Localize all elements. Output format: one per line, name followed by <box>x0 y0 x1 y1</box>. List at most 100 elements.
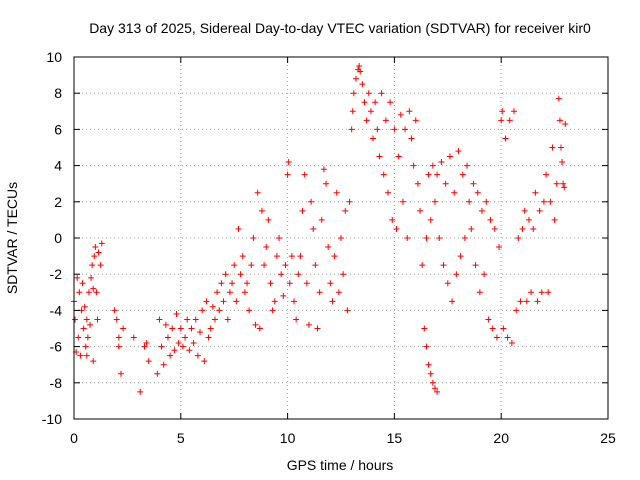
data-point <box>248 262 255 269</box>
data-point <box>305 321 312 328</box>
data-point <box>143 339 150 346</box>
data-point <box>376 153 383 160</box>
data-point <box>474 189 481 196</box>
data-point <box>318 216 325 223</box>
data-point <box>434 388 441 395</box>
data-point <box>532 189 539 196</box>
data-point <box>453 271 460 278</box>
data-point <box>517 298 524 305</box>
data-point <box>156 316 163 323</box>
data-point <box>536 207 543 214</box>
data-point <box>350 90 357 97</box>
data-point <box>459 171 466 178</box>
data-point <box>553 180 560 187</box>
data-point <box>504 334 511 341</box>
data-point <box>540 198 547 205</box>
data-point <box>246 307 253 314</box>
data-point <box>188 325 195 332</box>
data-point <box>551 216 558 223</box>
axis-ticks: 0 5 10 15 20 25 -10 -8 -6 -4 -2 0 2 4 6 8 10 <box>42 49 616 446</box>
data-point <box>427 370 434 377</box>
data-point <box>237 271 244 278</box>
data-point <box>182 334 189 341</box>
data-point <box>98 240 105 247</box>
y-tick-label: -4 <box>50 302 63 318</box>
data-point <box>406 108 413 115</box>
y-tick-label: -6 <box>50 339 63 355</box>
data-point <box>320 166 327 173</box>
data-point <box>534 298 541 305</box>
data-point <box>130 334 137 341</box>
data-point <box>113 316 120 323</box>
data-point <box>325 244 332 251</box>
data-point <box>384 189 391 196</box>
data-point <box>327 280 334 287</box>
data-point <box>549 144 556 151</box>
data-point <box>284 171 291 178</box>
data-point <box>312 262 319 269</box>
data-point <box>561 184 568 191</box>
data-point <box>239 253 246 260</box>
data-point <box>346 198 353 205</box>
data-point <box>429 162 436 169</box>
data-point <box>231 262 238 269</box>
data-point <box>303 280 310 287</box>
data-point <box>472 262 479 269</box>
data-point <box>233 298 240 305</box>
data-point <box>419 262 426 269</box>
data-point <box>560 180 567 187</box>
data-point <box>395 153 402 160</box>
x-tick-label: 20 <box>493 430 509 446</box>
data-point <box>397 111 404 118</box>
data-point <box>352 75 359 82</box>
data-point <box>558 144 565 151</box>
y-tick-label: 6 <box>54 121 62 137</box>
data-point <box>211 316 218 323</box>
data-point <box>75 334 82 341</box>
data-point <box>76 289 83 296</box>
data-point <box>444 280 451 287</box>
data-point <box>84 334 91 341</box>
data-point <box>158 343 165 350</box>
data-point <box>423 343 430 350</box>
data-point <box>252 321 259 328</box>
data-point <box>348 126 355 133</box>
data-point <box>111 307 118 314</box>
data-point <box>209 303 216 310</box>
data-point <box>442 180 449 187</box>
data-point <box>169 325 176 332</box>
x-tick-label: 10 <box>280 430 296 446</box>
data-point <box>74 274 81 281</box>
data-point <box>72 316 79 323</box>
x-axis-title: GPS time / hours <box>287 457 394 473</box>
data-point <box>367 108 374 115</box>
data-point <box>491 225 498 232</box>
y-tick-label: 0 <box>54 230 62 246</box>
data-point <box>273 253 280 260</box>
data-point <box>162 321 169 328</box>
data-point <box>468 225 475 232</box>
data-point <box>164 334 171 341</box>
data-point <box>359 81 366 88</box>
data-point <box>335 289 342 296</box>
data-point <box>285 158 292 165</box>
x-tick-label: 5 <box>177 430 185 446</box>
y-tick-label: 4 <box>54 158 62 174</box>
data-point <box>478 207 485 214</box>
data-point <box>117 370 124 377</box>
data-point <box>521 207 528 214</box>
data-point <box>276 235 283 241</box>
y-tick-label: 8 <box>54 85 62 101</box>
data-point <box>481 271 488 278</box>
data-point <box>97 262 104 269</box>
data-point <box>186 347 193 354</box>
data-point <box>466 198 473 205</box>
y-tick-label: -10 <box>42 411 62 427</box>
data-point <box>370 135 377 142</box>
data-point <box>288 253 295 260</box>
data-point <box>506 117 513 124</box>
data-point <box>414 180 421 187</box>
data-point <box>374 126 381 133</box>
data-point <box>464 162 471 169</box>
